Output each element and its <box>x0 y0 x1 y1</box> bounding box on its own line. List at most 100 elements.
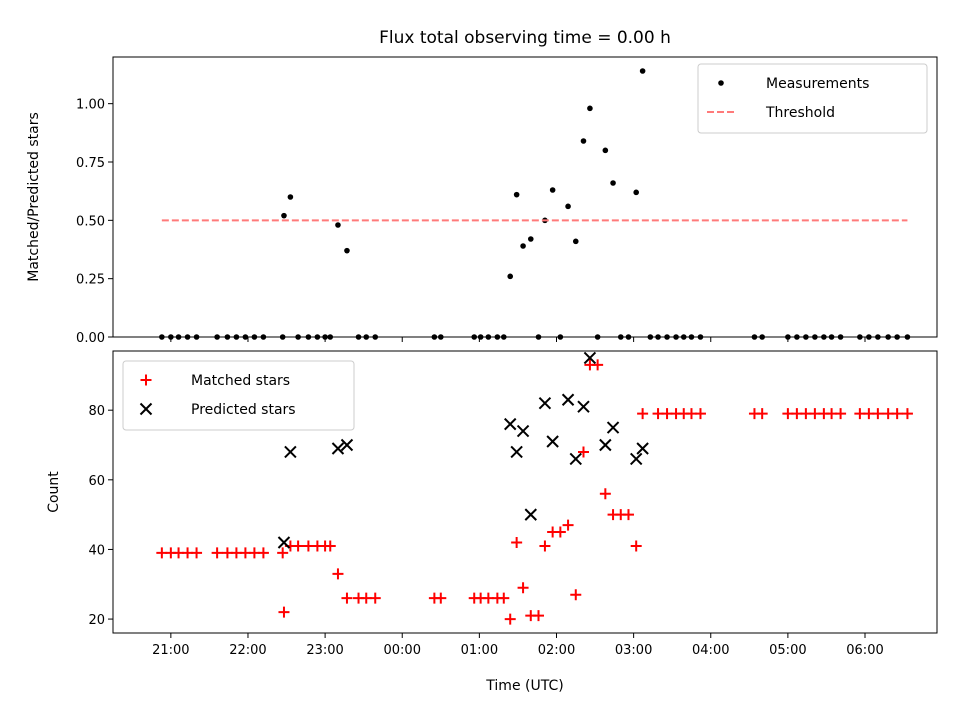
measurement-point <box>184 334 191 340</box>
measurement-point <box>363 334 370 340</box>
bottom-y-tick-label: 80 <box>88 404 105 419</box>
measurement-point <box>168 334 174 340</box>
top-y-tick-label: 0.75 <box>76 156 105 171</box>
matched-star-point <box>756 408 768 420</box>
measurement-point <box>680 334 687 340</box>
measurement-point <box>372 334 379 340</box>
measurement-point <box>513 191 520 198</box>
measurement-point <box>477 334 484 340</box>
predicted-star-point <box>546 435 559 448</box>
bottom-legend-marker <box>139 402 153 416</box>
matched-star-point <box>191 547 203 559</box>
measurement-point <box>812 334 818 340</box>
bottom-legend-marker <box>140 374 152 386</box>
bottom-x-ticks: 21:00 22:00 23:00 00:00 01:00 02:00 03:00 04:00… <box>152 633 884 658</box>
top-y-tick-label: 0.50 <box>76 214 105 229</box>
matched-star-point <box>592 359 604 371</box>
bottom-y-tick-label: 20 <box>88 613 105 628</box>
predicted-star-point <box>284 445 297 459</box>
predicted-star-point <box>599 438 612 452</box>
bottom-legend-label: Predicted stars <box>191 402 296 418</box>
matched-star-point <box>554 526 566 538</box>
predicted-star-point <box>606 421 620 434</box>
measurement-point <box>751 334 758 340</box>
measurement-point <box>617 334 624 340</box>
matched-star-point <box>211 547 223 559</box>
measurement-point <box>837 334 844 340</box>
measurement-point <box>866 334 872 340</box>
predicted-star-point <box>524 508 537 521</box>
bottom-x-tick-label: 06:00 <box>846 643 883 658</box>
measurement-point <box>803 334 809 340</box>
matched-star-point <box>278 606 290 618</box>
bottom-x-tick-label: 22:00 <box>229 643 266 658</box>
top-legend-marker <box>718 80 724 86</box>
measurement-point <box>327 334 334 340</box>
measurement-point <box>821 334 827 340</box>
measurement-point <box>279 334 286 340</box>
bottom-legend: Matched stars Predicted stars <box>122 360 355 431</box>
measurement-point <box>633 189 639 196</box>
top-y-axis-label: Matched/Predicted stars <box>26 112 42 282</box>
top-legend-label: Threshold <box>765 105 835 121</box>
measurement-point <box>572 238 579 245</box>
measurement-point <box>794 334 800 340</box>
matched-star-point <box>622 509 634 521</box>
measurement-point <box>322 334 328 340</box>
measurement-point <box>314 334 321 340</box>
measurement-point <box>857 334 863 340</box>
bottom-x-tick-label: 04:00 <box>692 643 729 658</box>
top-panel: 0.00 0.25 0.50 0.75 1.00 Matched/Predicted s… <box>26 56 938 346</box>
measurement-point <box>305 334 312 340</box>
bottom-x-tick-label: 21:00 <box>152 643 189 658</box>
measurement-point <box>565 203 571 210</box>
top-legend-box <box>697 63 928 134</box>
predicted-star-point <box>340 438 354 452</box>
bottom-x-tick-label: 03:00 <box>615 643 652 658</box>
matched-star-point <box>694 408 706 420</box>
measurement-point <box>500 334 507 340</box>
measurement-point <box>828 334 835 340</box>
matched-star-point <box>630 540 642 552</box>
measurement-point <box>175 334 182 340</box>
predicted-star-point <box>277 536 291 549</box>
predicted-star-point <box>510 445 523 459</box>
matched-star-point <box>577 446 589 458</box>
measurement-point <box>281 212 287 219</box>
measurement-point <box>610 180 616 186</box>
predicted-star-point <box>583 351 597 365</box>
matched-star-point <box>504 613 516 625</box>
bottom-legend-box <box>122 360 355 431</box>
matched-star-point <box>872 408 884 420</box>
matched-star-point <box>901 408 913 420</box>
measurement-point <box>697 334 704 340</box>
top-legend: Measurements Threshold <box>697 63 928 134</box>
top-plot-frame <box>112 56 938 338</box>
bottom-x-tick-label: 05:00 <box>769 643 806 658</box>
measurement-point <box>535 334 542 340</box>
measurement-point <box>251 334 258 340</box>
matched-star-point <box>369 592 381 604</box>
measurement-point <box>885 334 891 340</box>
matched-star-point <box>511 536 523 548</box>
measurement-point <box>471 334 478 340</box>
measurement-point <box>214 334 220 340</box>
measurement-point <box>759 334 765 340</box>
measurement-point <box>673 334 679 340</box>
predicted-star-point <box>636 442 649 455</box>
measurement-point <box>344 247 350 254</box>
measurement-point <box>688 334 695 340</box>
measurement-point <box>295 334 301 340</box>
measurement-point <box>224 334 231 340</box>
matched-star-point <box>517 582 529 594</box>
predicted-star-point <box>331 442 345 455</box>
measurement-point <box>438 334 444 340</box>
matched-star-point <box>435 592 447 604</box>
measurement-point <box>647 334 654 340</box>
top-y-tick-label: 0.00 <box>76 331 105 346</box>
measurement-point <box>664 334 670 340</box>
measurement-point <box>875 334 881 340</box>
matched-star-point <box>324 540 336 552</box>
measurement-point <box>431 334 438 340</box>
measurement-point <box>785 334 791 340</box>
